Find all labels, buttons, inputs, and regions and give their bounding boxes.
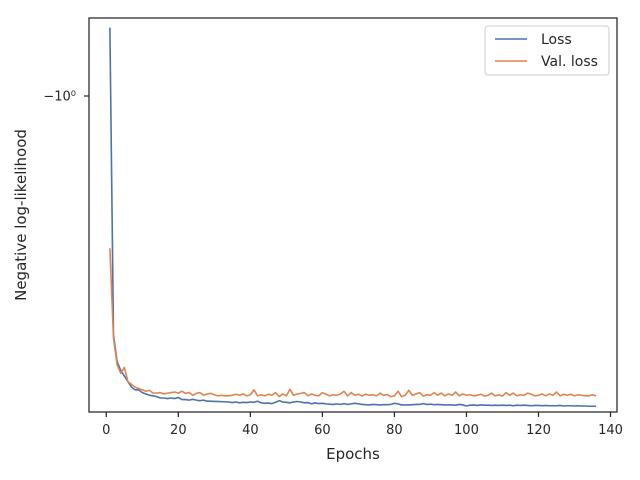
series-line-val-loss bbox=[109, 248, 597, 398]
y-axis-ticks: −10⁰ bbox=[43, 90, 89, 105]
legend: Loss Val. loss bbox=[484, 25, 610, 76]
x-tick-label: 40 bbox=[242, 423, 259, 438]
x-tick-label: 0 bbox=[102, 423, 110, 438]
series-line-loss bbox=[109, 27, 597, 408]
x-axis-label: Epochs bbox=[326, 445, 380, 463]
x-tick-label: 20 bbox=[170, 423, 187, 438]
axes-frame bbox=[88, 17, 618, 413]
x-axis-ticks: 0 20 40 60 80 100 120 140 bbox=[102, 412, 623, 438]
legend-label-loss: Loss bbox=[541, 32, 572, 48]
legend-label-val-loss: Val. loss bbox=[541, 54, 598, 70]
plot-area bbox=[89, 18, 617, 412]
x-tick-label: 60 bbox=[314, 423, 331, 438]
x-tick-label: 80 bbox=[386, 423, 403, 438]
y-axis-label: Negative log-likelihood bbox=[12, 129, 30, 301]
x-tick-label: 120 bbox=[526, 423, 551, 438]
x-tick-label: 100 bbox=[454, 423, 479, 438]
series-layer bbox=[109, 27, 597, 408]
x-tick-label: 140 bbox=[598, 423, 623, 438]
y-tick-label: −10⁰ bbox=[43, 90, 76, 105]
